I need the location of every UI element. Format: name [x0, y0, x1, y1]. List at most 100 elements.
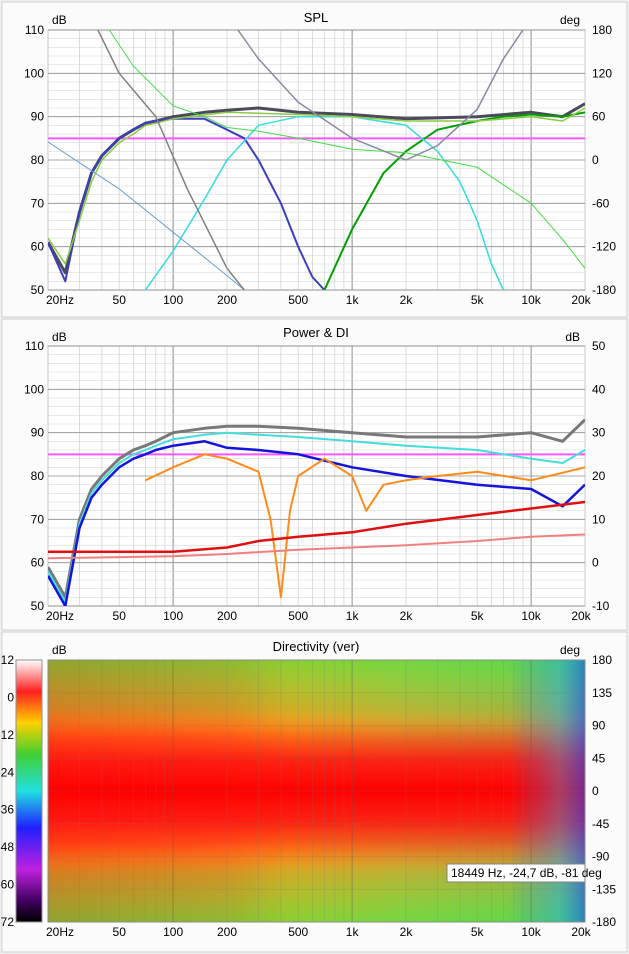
y-tick-label: 80 — [31, 469, 45, 483]
y-tick-label: 90 — [31, 426, 45, 440]
directivity-plot-border — [47, 659, 586, 923]
x-tick-label: 50 — [113, 925, 127, 939]
y2-tick-label: 60 — [592, 110, 606, 124]
x-tick-label: 200 — [217, 293, 237, 307]
x-tick-label: 20k — [571, 609, 591, 623]
spl-chart-panel[interactable]: 110 100 90 80 70 60 50 180 120 60 0 -60 -120 -180 20… — [1, 1, 628, 318]
y-tick-label: 60 — [31, 240, 45, 254]
y2-tick-label: 120 — [592, 66, 612, 80]
series-line-2 — [48, 440, 585, 606]
spl-chart-title: SPL — [304, 10, 329, 25]
x-tick-label: 5k — [471, 609, 485, 623]
y2-tick-label: 90 — [592, 719, 606, 733]
y2-tick-label: 135 — [592, 686, 612, 700]
directivity-chart-panel[interactable]: 180 135 90 45 0 -45 -90 -135 -180 20Hz 50 100 200 50… — [0, 631, 628, 953]
y2-tick-label: 40 — [592, 382, 606, 396]
x-tick-label: 500 — [288, 609, 308, 623]
y-tick-label: 100 — [24, 66, 44, 80]
y2-tick-label: 180 — [592, 23, 612, 37]
x-tick-label: 10k — [521, 609, 541, 623]
x-tick-label: 2k — [400, 925, 414, 939]
x-tick-label: 500 — [288, 925, 308, 939]
cursor-readout-box — [446, 863, 586, 883]
y-tick-label: 80 — [31, 153, 45, 167]
x-tick-label: 20Hz — [46, 293, 74, 307]
y-tick-label: 50 — [31, 599, 45, 613]
x-tick-label: 2k — [400, 609, 414, 623]
y2-tick-label: -45 — [592, 817, 610, 831]
colorbar-tick-label: -24 — [0, 765, 14, 779]
y-tick-label: 70 — [31, 196, 45, 210]
x-tick-label: 1k — [346, 609, 360, 623]
x-tick-label: 10k — [521, 293, 541, 307]
series-line-2 — [323, 111, 585, 290]
y-tick-label: 110 — [25, 339, 44, 353]
x-tick-label: 100 — [163, 293, 183, 307]
cursor-readout: 18449 Hz, -24,7 dB, -81 deg — [451, 866, 602, 880]
series-line-1 — [48, 117, 326, 290]
y2-tick-label: -90 — [592, 850, 610, 864]
series-line-4 — [48, 500, 585, 554]
y2-tick-label: 0 — [592, 153, 599, 167]
y2-tick-label: 10 — [592, 512, 606, 526]
x-tick-label: 500 — [288, 293, 308, 307]
x-tick-label: 20k — [571, 293, 591, 307]
x-tick-label: 100 — [163, 609, 183, 623]
colorbar — [15, 659, 43, 923]
y2-tick-label: -120 — [592, 240, 616, 254]
x-tick-label: 1k — [346, 925, 360, 939]
power-di-left-axis-unit: dB — [52, 330, 67, 344]
x-tick-label: 200 — [217, 609, 237, 623]
y2-tick-label: -60 — [592, 196, 610, 210]
series-line-1 — [48, 431, 585, 603]
y-tick-label: 70 — [31, 512, 45, 526]
x-tick-label: 5k — [471, 293, 485, 307]
x-tick-label: 2k — [400, 293, 414, 307]
colorbar-tick-label: 0 — [7, 690, 14, 704]
directivity-right-axis-unit: deg — [560, 643, 580, 657]
colorbar-tick-label: -48 — [0, 840, 14, 854]
x-tick-label: 100 — [163, 925, 183, 939]
y2-tick-label: 0 — [592, 784, 599, 798]
series-line-4 — [48, 107, 585, 265]
x-tick-label: 20Hz — [46, 925, 74, 939]
directivity-colorbar-unit: dB — [52, 643, 67, 657]
series-line-8 — [237, 30, 524, 161]
x-tick-label: 50 — [113, 293, 127, 307]
x-tick-label: 20Hz — [46, 609, 74, 623]
y2-tick-label: 45 — [592, 751, 606, 765]
y-tick-label: 60 — [31, 556, 45, 570]
series-line-6 — [97, 30, 245, 290]
colorbar-tick-label: 12 — [1, 653, 15, 667]
x-tick-label: 5k — [471, 925, 485, 939]
power-di-chart-title: Power & DI — [283, 325, 349, 340]
y2-tick-label: 50 — [592, 339, 606, 353]
spl-left-axis-unit: dB — [52, 13, 67, 27]
y2-tick-label: -180 — [592, 283, 616, 297]
y2-tick-label: -180 — [592, 915, 616, 929]
colorbar-tick-label: -60 — [0, 878, 14, 892]
x-tick-label: 1k — [346, 293, 360, 307]
series-line-0 — [48, 418, 585, 599]
y2-tick-label: 20 — [592, 469, 606, 483]
series-line-5 — [48, 141, 245, 290]
y-tick-label: 90 — [31, 110, 45, 124]
x-tick-label: 200 — [217, 925, 237, 939]
y2-tick-label: -10 — [592, 599, 610, 613]
y2-tick-label: 30 — [592, 426, 606, 440]
series-line-7 — [108, 30, 585, 269]
y-tick-label: 100 — [24, 382, 44, 396]
colorbar-tick-label: -36 — [0, 803, 14, 817]
spl-right-axis-unit: deg — [560, 13, 580, 27]
x-tick-label: 10k — [521, 925, 541, 939]
power-di-right-axis-unit: dB — [565, 330, 580, 344]
y2-tick-label: 0 — [592, 556, 599, 570]
y-tick-label: 110 — [25, 23, 44, 37]
y2-tick-label: -135 — [592, 882, 616, 896]
directivity-chart-title: Directivity (ver) — [273, 639, 360, 654]
series-line-3 — [144, 453, 585, 599]
colorbar-tick-label: -12 — [0, 728, 14, 742]
colorbar-tick-label: -72 — [0, 915, 14, 929]
